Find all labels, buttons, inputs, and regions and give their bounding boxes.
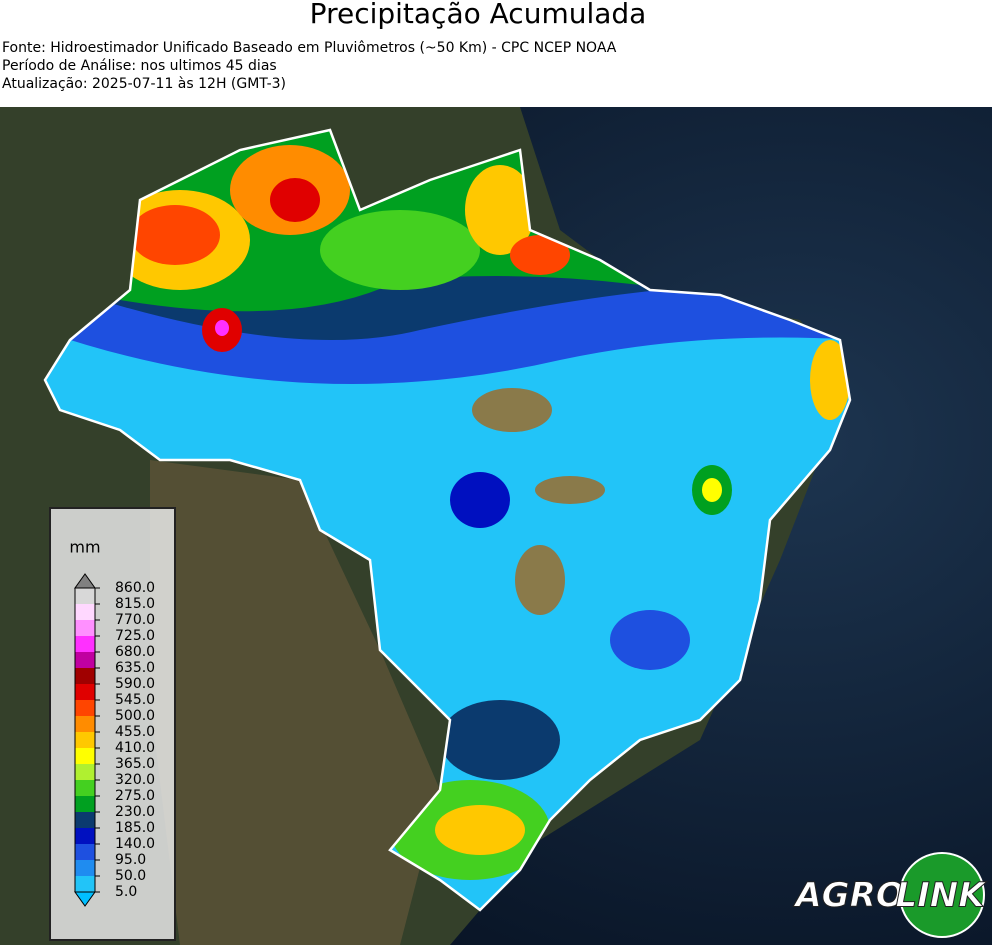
color-swatch: [75, 700, 95, 716]
color-swatch: [75, 732, 95, 748]
color-swatch: [75, 876, 95, 892]
logo-right: LINK: [895, 876, 987, 916]
land-dry: [150, 460, 440, 945]
no-data-area: [472, 388, 552, 432]
tick-label: 725.0: [115, 628, 155, 644]
tick-label: 275.0: [115, 788, 155, 804]
color-swatch: [75, 652, 95, 668]
colorbar-frame: [74, 587, 96, 893]
tick-label: 185.0: [115, 820, 155, 836]
tick-label: 860.0: [115, 580, 155, 596]
color-swatch: [75, 588, 95, 604]
color-swatch: [75, 796, 95, 812]
logo-left: AGRO: [792, 876, 904, 916]
color-swatch: [75, 716, 95, 732]
tick-label: 680.0: [115, 644, 155, 660]
tick-label: 95.0: [115, 852, 146, 868]
tick-label: 230.0: [115, 804, 155, 820]
color-swatch: [75, 828, 95, 844]
legend-unit: mm: [69, 538, 100, 557]
tick-label: 635.0: [115, 660, 155, 676]
tick-label: 545.0: [115, 692, 155, 708]
subtitle-line: Fonte: Hidroestimador Unificado Baseado …: [2, 40, 617, 56]
color-swatch: [75, 844, 95, 860]
tick-label: 5.0: [115, 884, 137, 900]
no-data-area: [535, 476, 605, 504]
tick-label: 320.0: [115, 772, 155, 788]
tick-label: 770.0: [115, 612, 155, 628]
color-swatch: [75, 764, 95, 780]
tick-label: 815.0: [115, 596, 155, 612]
color-swatch: [75, 780, 95, 796]
precip-field: [45, 130, 850, 910]
subtitle-line: Período de Análise: nos ultimos 45 dias: [2, 58, 277, 74]
tick-label: 590.0: [115, 676, 155, 692]
color-swatch: [75, 604, 95, 620]
map: [0, 107, 992, 945]
tick-label: 410.0: [115, 740, 155, 756]
tick-label: 365.0: [115, 756, 155, 772]
color-swatch: [75, 748, 95, 764]
color-swatch: [75, 668, 95, 684]
color-swatch: [75, 860, 95, 876]
logo-circle: [899, 852, 985, 938]
color-swatch: [75, 620, 95, 636]
tick-label: 50.0: [115, 868, 146, 884]
color-swatch: [75, 812, 95, 828]
no-data-area: [515, 545, 565, 615]
title: Precipitação Acumulada: [310, 0, 647, 30]
tick-label: 140.0: [115, 836, 155, 852]
color-swatch: [75, 636, 95, 652]
tick-label: 500.0: [115, 708, 155, 724]
subtitle-line: Atualização: 2025-07-11 às 12H (GMT-3): [2, 76, 286, 92]
color-swatch: [75, 684, 95, 700]
legend-box: [49, 507, 176, 941]
tick-label: 455.0: [115, 724, 155, 740]
